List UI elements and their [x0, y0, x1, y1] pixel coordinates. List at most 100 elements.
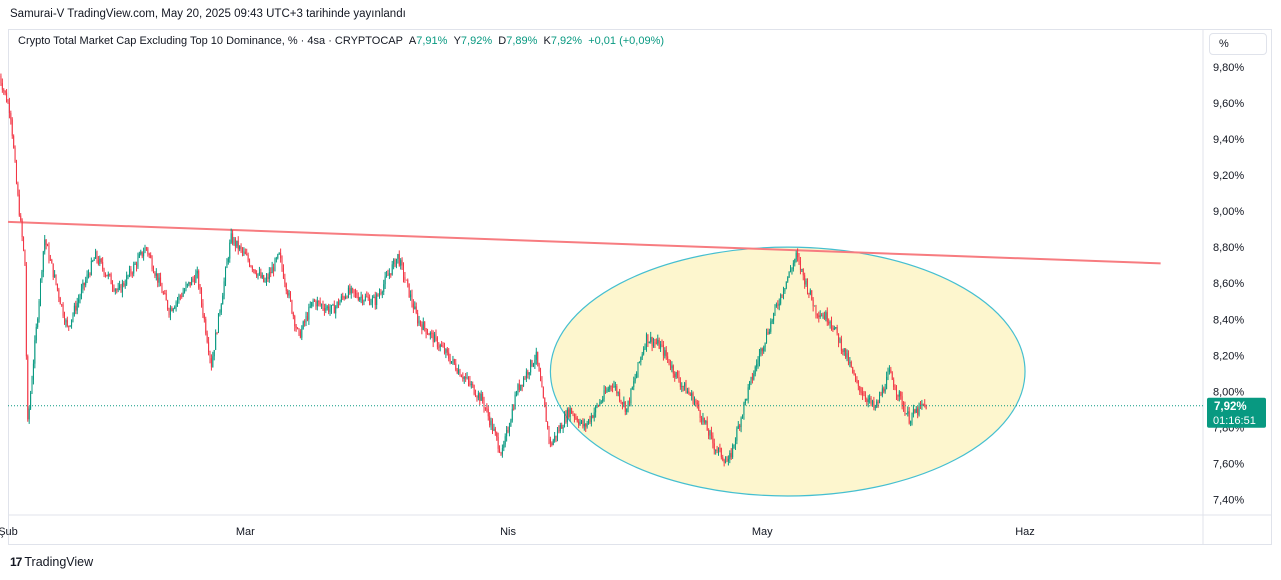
- candle-body: [439, 344, 441, 348]
- candle-body: [556, 430, 558, 438]
- candle-body: [164, 293, 166, 295]
- candle-body: [537, 351, 539, 364]
- change-value: +0,01 (+0,09%): [588, 35, 665, 47]
- candle-body: [508, 426, 510, 432]
- candle-body: [128, 269, 130, 276]
- candle-body: [630, 389, 632, 404]
- candle-body: [419, 320, 421, 325]
- candle-body: [846, 353, 848, 358]
- candle-body: [226, 261, 228, 269]
- candle-body: [637, 362, 639, 374]
- candle-body: [818, 315, 820, 318]
- candle-body: [856, 379, 858, 381]
- candle-body: [585, 423, 587, 427]
- price-tag-countdown: 01:16:51: [1213, 415, 1256, 427]
- candle-body: [350, 288, 352, 294]
- candle-body: [384, 276, 386, 285]
- candle-body: [770, 321, 772, 332]
- candle-body: [329, 309, 331, 312]
- candle-body: [921, 403, 923, 406]
- candle-body: [832, 326, 834, 330]
- candle-body: [403, 265, 405, 278]
- candle-body: [191, 278, 193, 286]
- candle-body: [631, 386, 633, 390]
- candle-body: [261, 275, 263, 278]
- candle-body: [1, 83, 3, 90]
- candle-body: [484, 407, 486, 409]
- candle-body: [359, 297, 361, 301]
- high-label: Y: [453, 35, 461, 47]
- candle-body: [3, 89, 5, 91]
- candle-body: [80, 288, 82, 297]
- candle-body: [114, 289, 116, 291]
- candle-body: [326, 306, 328, 309]
- candle-body: [802, 268, 804, 276]
- candle-body: [740, 417, 742, 428]
- candle-body: [655, 342, 657, 344]
- candle-body: [281, 258, 283, 269]
- candle-body: [491, 420, 493, 431]
- candle-body: [566, 409, 568, 422]
- candle-body: [661, 344, 663, 345]
- candle-body: [571, 408, 573, 414]
- symbol-title[interactable]: Crypto Total Market Cap Excluding Top 10…: [18, 35, 403, 47]
- price-tag: [1207, 397, 1266, 428]
- candle-body: [619, 392, 621, 401]
- candle-body: [548, 426, 550, 440]
- candle-body: [339, 301, 341, 306]
- candle-body: [155, 273, 157, 276]
- x-tick-label: Haz: [1015, 526, 1035, 538]
- tradingview-logo-icon[interactable]: 17: [10, 555, 22, 569]
- candle-body: [686, 391, 688, 394]
- candle-body: [507, 430, 509, 432]
- candle-body: [427, 333, 429, 335]
- candle-body: [814, 305, 816, 307]
- candle-body: [287, 290, 289, 296]
- candle-body: [545, 407, 547, 422]
- candle-body: [38, 301, 40, 319]
- candle-body: [718, 448, 720, 451]
- candle-body: [698, 403, 700, 411]
- candle-body: [381, 291, 383, 294]
- candle-body: [398, 254, 400, 266]
- candle-body: [706, 421, 708, 431]
- candle-body: [668, 359, 670, 365]
- candle-body: [106, 274, 108, 277]
- candle-body: [780, 294, 782, 304]
- candle-body: [387, 275, 389, 276]
- candle-body: [636, 373, 638, 379]
- candle-body: [708, 430, 710, 436]
- candle-body: [880, 394, 882, 396]
- x-tick-label: Nis: [500, 526, 516, 538]
- candle-body: [237, 240, 239, 250]
- resistance-trendline[interactable]: [7, 220, 1161, 265]
- candle-body: [362, 296, 364, 303]
- candle-body: [593, 412, 595, 418]
- candle-body: [493, 428, 495, 431]
- candle-body: [644, 346, 646, 349]
- candle-body: [701, 417, 703, 422]
- publish-info: Samurai-V TradingView.com, May 20, 2025 …: [10, 8, 406, 20]
- candle-body: [739, 425, 741, 428]
- candle-body: [569, 408, 571, 417]
- candle-body: [13, 135, 15, 148]
- candle-body: [312, 300, 314, 303]
- candle-body: [165, 293, 167, 301]
- candle-body: [825, 312, 827, 320]
- candle-body: [107, 274, 109, 277]
- candle-body: [781, 294, 783, 296]
- candle-body: [278, 252, 280, 255]
- candle-body: [216, 332, 218, 334]
- candle-body: [621, 402, 623, 405]
- ellipse-annotation[interactable]: [549, 246, 1026, 497]
- candle-body: [225, 268, 227, 282]
- percent-scale-button[interactable]: %: [1209, 33, 1267, 55]
- candle-body: [836, 327, 838, 334]
- candle-body: [61, 304, 63, 306]
- candle-body: [275, 258, 277, 260]
- footer-brand[interactable]: TradingView: [24, 555, 94, 569]
- candle-body: [798, 257, 800, 261]
- candle-body: [244, 251, 246, 255]
- candle-body: [758, 353, 760, 362]
